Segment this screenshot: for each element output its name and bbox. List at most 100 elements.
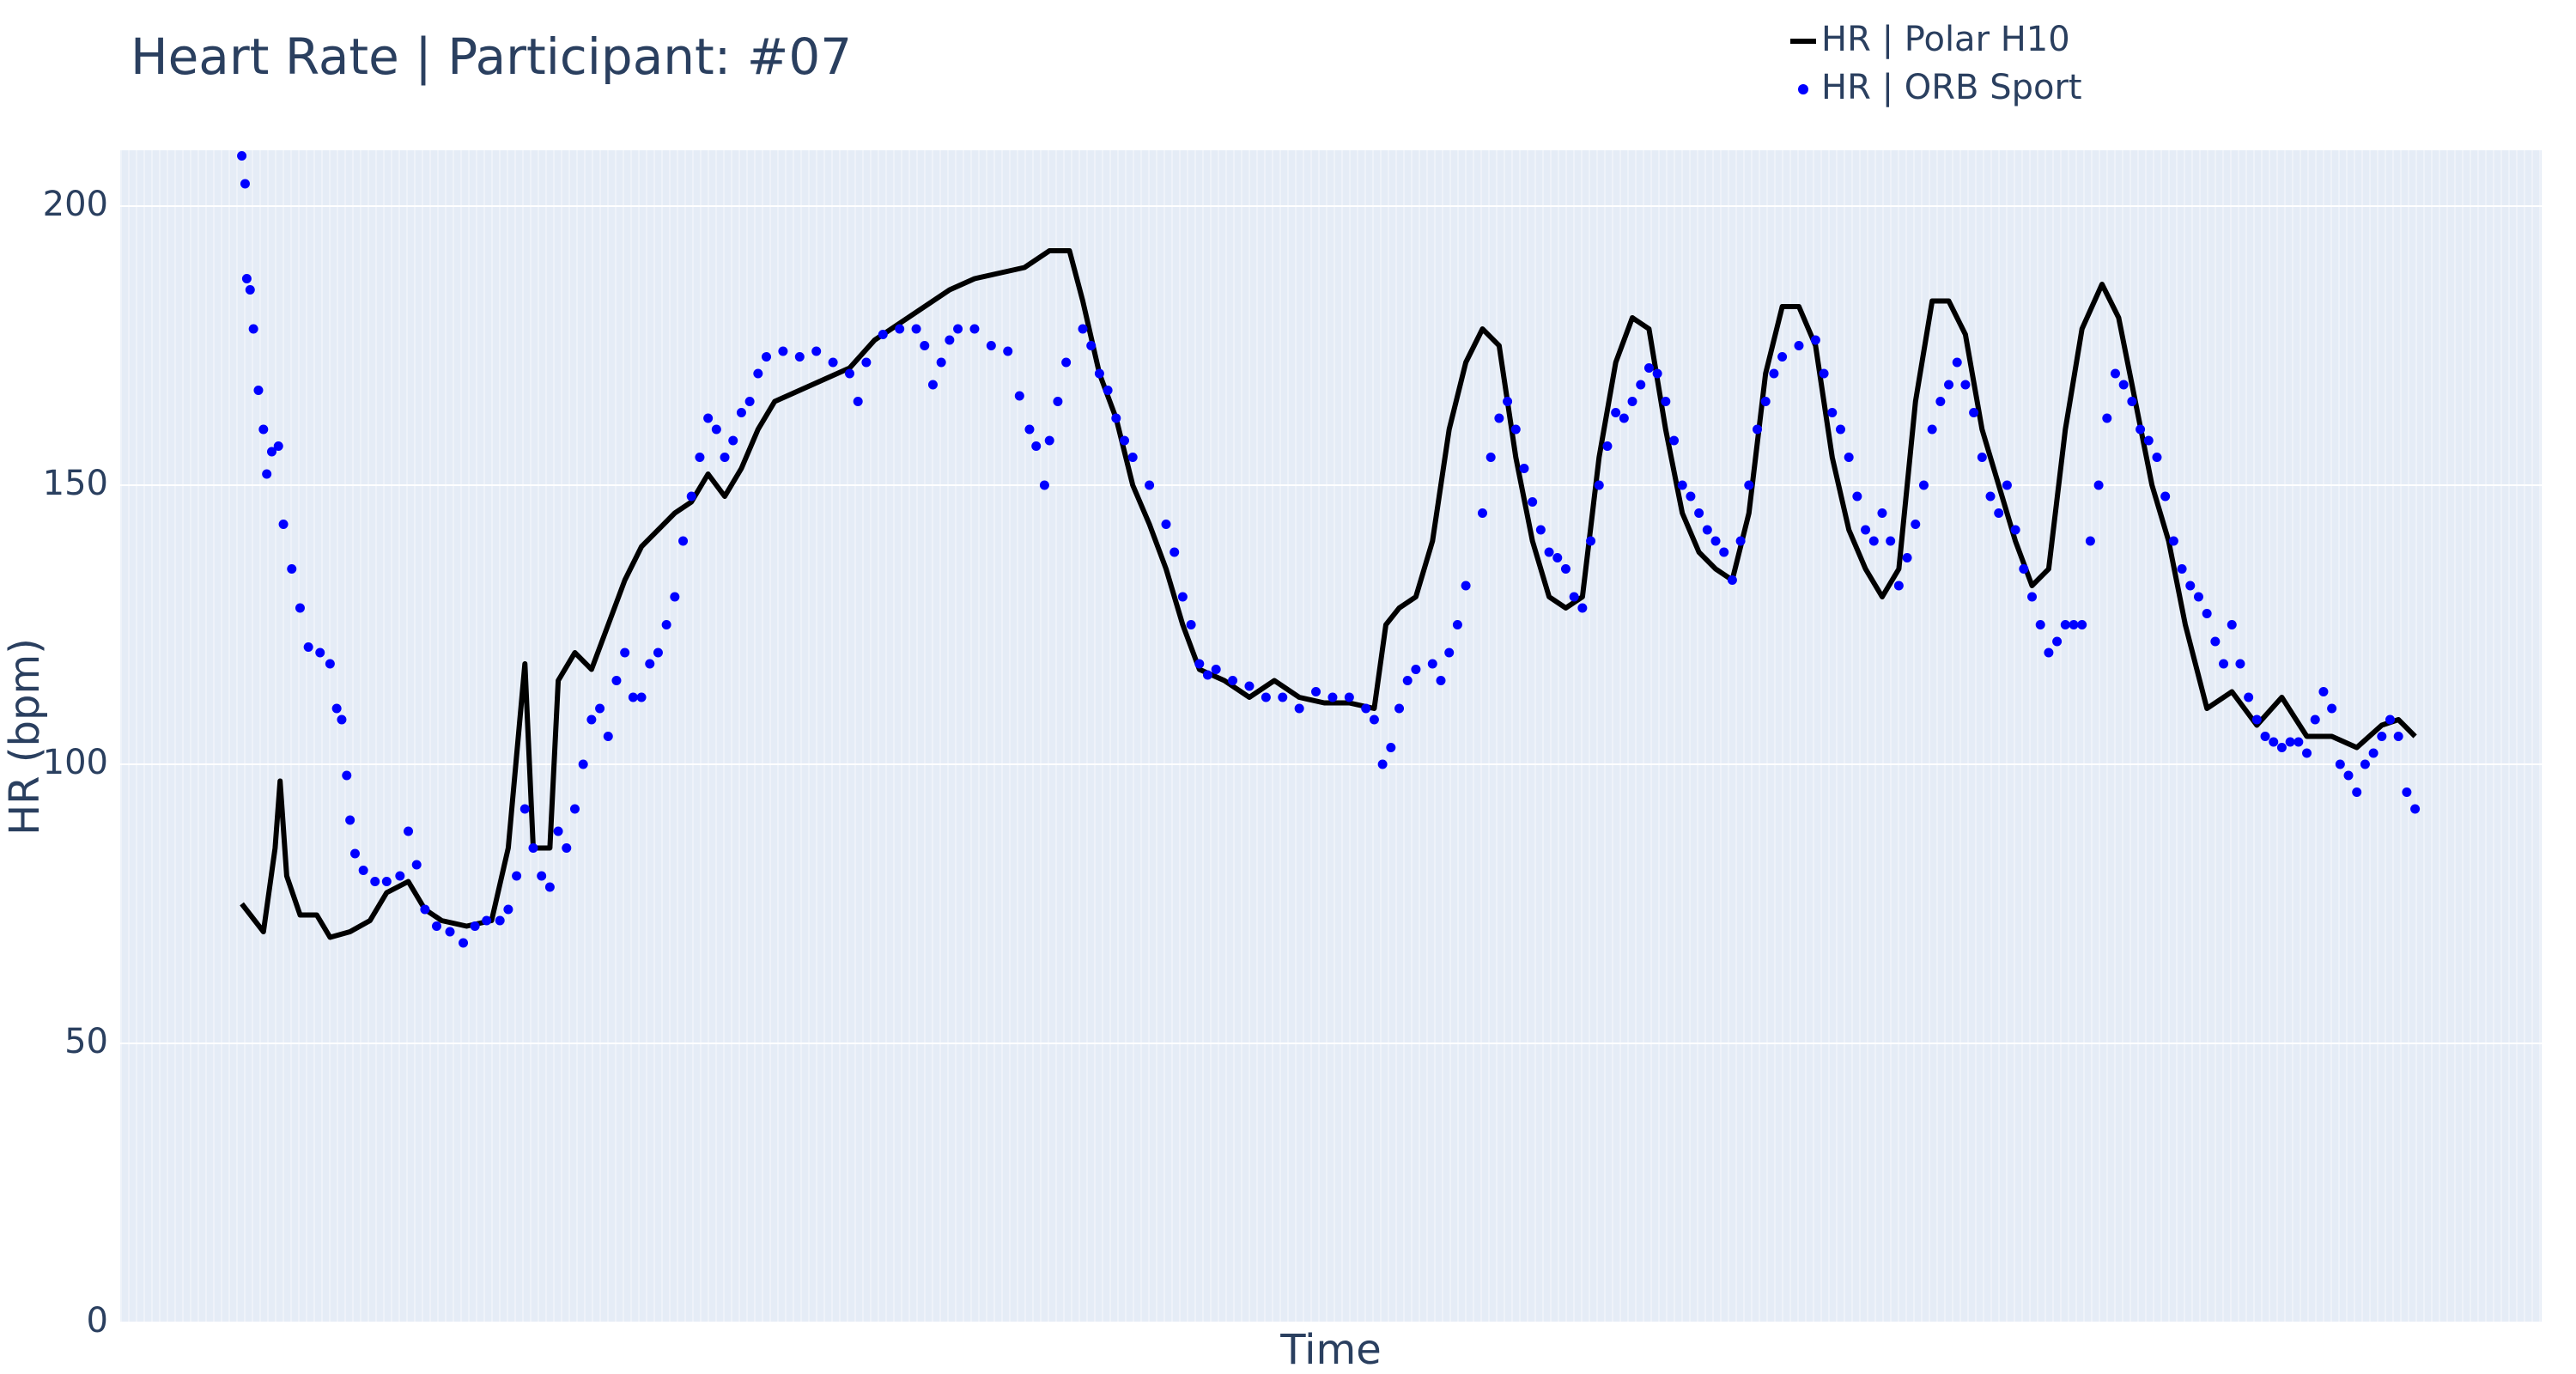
data-point: [1344, 692, 1354, 702]
data-point: [2318, 687, 2329, 696]
data-point: [337, 714, 347, 725]
data-point: [411, 860, 422, 870]
data-point: [459, 938, 469, 948]
data-point: [661, 620, 671, 629]
data-point: [482, 915, 492, 926]
data-point: [586, 714, 597, 725]
data-point: [1944, 380, 1954, 390]
data-point: [1694, 508, 1704, 518]
data-point: [1127, 453, 1138, 462]
y-tick-label: 100: [43, 743, 108, 782]
data-point: [237, 151, 247, 161]
data-point: [828, 357, 838, 368]
data-point: [636, 692, 647, 702]
data-point: [1377, 759, 1388, 769]
data-point: [1294, 703, 1304, 714]
data-point: [1744, 480, 1754, 490]
data-point: [670, 592, 680, 602]
x-axis-label: Time: [1279, 1326, 1381, 1374]
data-point: [2110, 368, 2120, 379]
data-point: [744, 397, 755, 406]
data-point: [2310, 714, 2320, 725]
data-point: [1436, 676, 1446, 685]
data-point: [1835, 424, 1845, 435]
data-point: [2251, 714, 2262, 725]
data-point: [711, 424, 721, 435]
data-point: [528, 843, 538, 853]
data-point: [315, 647, 325, 658]
data-point: [753, 368, 763, 379]
data-point: [358, 866, 368, 875]
data-point: [1886, 536, 1896, 546]
data-point: [2393, 732, 2403, 741]
data-point: [720, 453, 730, 462]
data-point: [1661, 397, 1671, 406]
data-point: [1228, 676, 1238, 685]
data-point: [736, 408, 746, 417]
data-point: [1053, 397, 1063, 406]
data-point: [1611, 408, 1621, 417]
data-point: [1918, 480, 1929, 490]
data-point: [240, 179, 250, 189]
data-point: [2160, 491, 2171, 502]
data-point: [695, 453, 705, 462]
data-point: [2193, 592, 2203, 602]
data-point: [2352, 787, 2362, 797]
data-point: [2069, 620, 2079, 629]
data-point: [595, 703, 605, 714]
legend-symbol: [1798, 84, 1808, 94]
data-point: [2410, 804, 2421, 814]
data-point: [262, 469, 272, 479]
data-point: [1244, 681, 1255, 691]
series-line: [240, 248, 2417, 940]
data-point: [1643, 363, 1654, 373]
data-point: [395, 871, 405, 881]
data-point: [1927, 424, 1937, 435]
data-point: [2152, 453, 2162, 462]
data-point: [1261, 692, 1271, 702]
data-point: [1327, 692, 1338, 702]
data-point: [1911, 520, 1921, 529]
data-point: [1014, 391, 1024, 401]
data-point: [1211, 665, 1221, 674]
data-point: [1461, 581, 1471, 591]
data-point: [1503, 397, 1513, 406]
data-point: [1810, 335, 1820, 345]
data-point: [794, 352, 805, 362]
data-point: [1202, 670, 1212, 680]
data-point: [578, 759, 588, 769]
data-point: [1024, 424, 1035, 435]
data-point: [253, 386, 264, 395]
data-point: [2027, 592, 2038, 602]
data-point: [1735, 536, 1746, 546]
data-point: [1145, 480, 1155, 490]
data-point: [2093, 480, 2104, 490]
data-point: [420, 904, 430, 915]
legend: HR | Polar H10 HR | ORB Sport: [1790, 20, 2082, 107]
data-point: [1177, 592, 1188, 602]
data-point: [266, 447, 276, 457]
data-point: [287, 564, 297, 574]
data-point: [1394, 703, 1405, 714]
data-point: [1977, 453, 1987, 462]
data-point: [2227, 620, 2237, 629]
data-point: [1719, 547, 1729, 557]
data-point: [2343, 770, 2354, 781]
data-point: [728, 435, 738, 446]
data-point: [2377, 732, 2387, 741]
data-point: [1619, 413, 1629, 423]
data-point: [778, 346, 788, 356]
data-point: [1627, 397, 1637, 406]
data-point: [1994, 508, 2004, 518]
legend-label: HR | Polar H10: [1821, 20, 2070, 59]
data-point: [1278, 692, 1288, 702]
data-point: [2044, 647, 2054, 658]
data-point: [2002, 480, 2012, 490]
data-point: [1078, 324, 1088, 334]
data-point: [553, 826, 563, 836]
data-point: [2136, 424, 2146, 435]
data-point: [2060, 620, 2070, 629]
data-point: [1844, 453, 1854, 462]
data-point: [544, 882, 555, 892]
data-point: [325, 659, 335, 669]
